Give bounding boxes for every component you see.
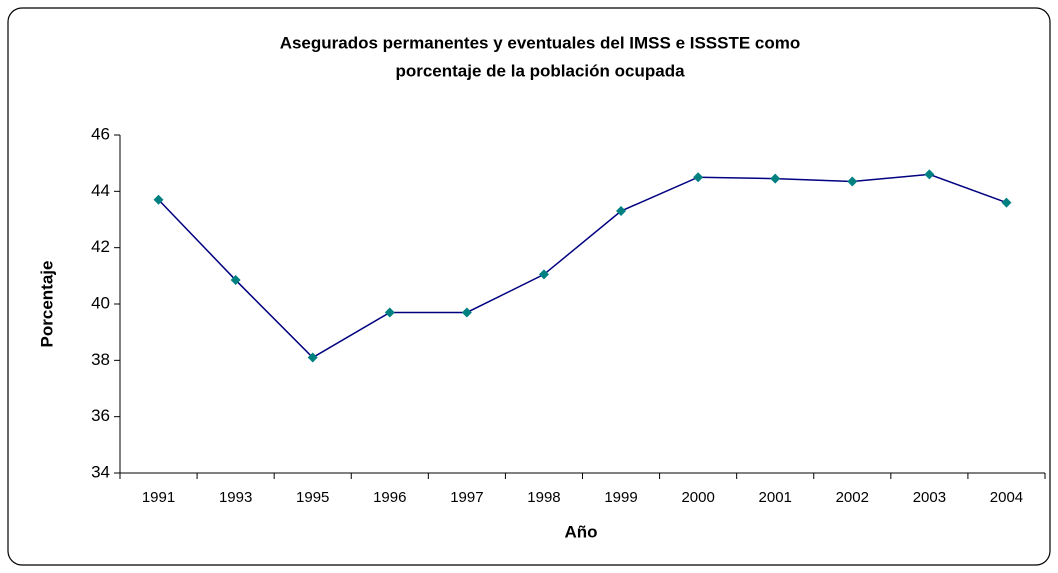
x-tick-label: 1996	[373, 489, 406, 506]
y-tick-label: 46	[91, 124, 110, 143]
y-axis-title: Porcentaje	[37, 261, 56, 348]
y-tick-label: 34	[91, 462, 110, 481]
chart-frame	[7, 7, 1051, 566]
marker	[230, 275, 241, 286]
x-tick-label: 2002	[836, 489, 869, 506]
marker	[153, 194, 164, 205]
y-tick-label: 36	[91, 406, 110, 425]
marker	[1001, 197, 1012, 208]
x-tick-label: 1991	[142, 489, 175, 506]
x-tick-label: 2001	[759, 489, 792, 506]
x-tick-label: 2003	[913, 489, 946, 506]
x-tick-label: 1995	[296, 489, 329, 506]
marker	[693, 172, 704, 183]
x-tick-label: 2004	[990, 489, 1023, 506]
marker	[307, 352, 318, 363]
marker	[770, 173, 781, 184]
line	[158, 173, 1007, 359]
marker	[461, 307, 472, 318]
x-tick-label: 1999	[604, 489, 637, 506]
y-tick-label: 42	[91, 237, 110, 256]
marker	[538, 269, 549, 280]
x-tick-label: 1993	[219, 489, 252, 506]
x-tick-label: 2000	[681, 489, 714, 506]
marker	[847, 176, 858, 187]
x-tick-label: 1997	[450, 489, 483, 506]
y-tick-label: 38	[91, 350, 110, 369]
marker	[384, 307, 395, 318]
marker	[616, 206, 627, 217]
chart-title: Asegurados permanentes y eventuales del …	[280, 33, 801, 52]
x-axis-title: Año	[564, 522, 597, 541]
chart-title: porcentaje de la población ocupada	[395, 61, 685, 80]
y-tick-label: 40	[91, 293, 110, 312]
marker	[924, 169, 935, 180]
x-tick-label: 1998	[527, 489, 560, 506]
y-tick-label: 44	[91, 181, 110, 200]
